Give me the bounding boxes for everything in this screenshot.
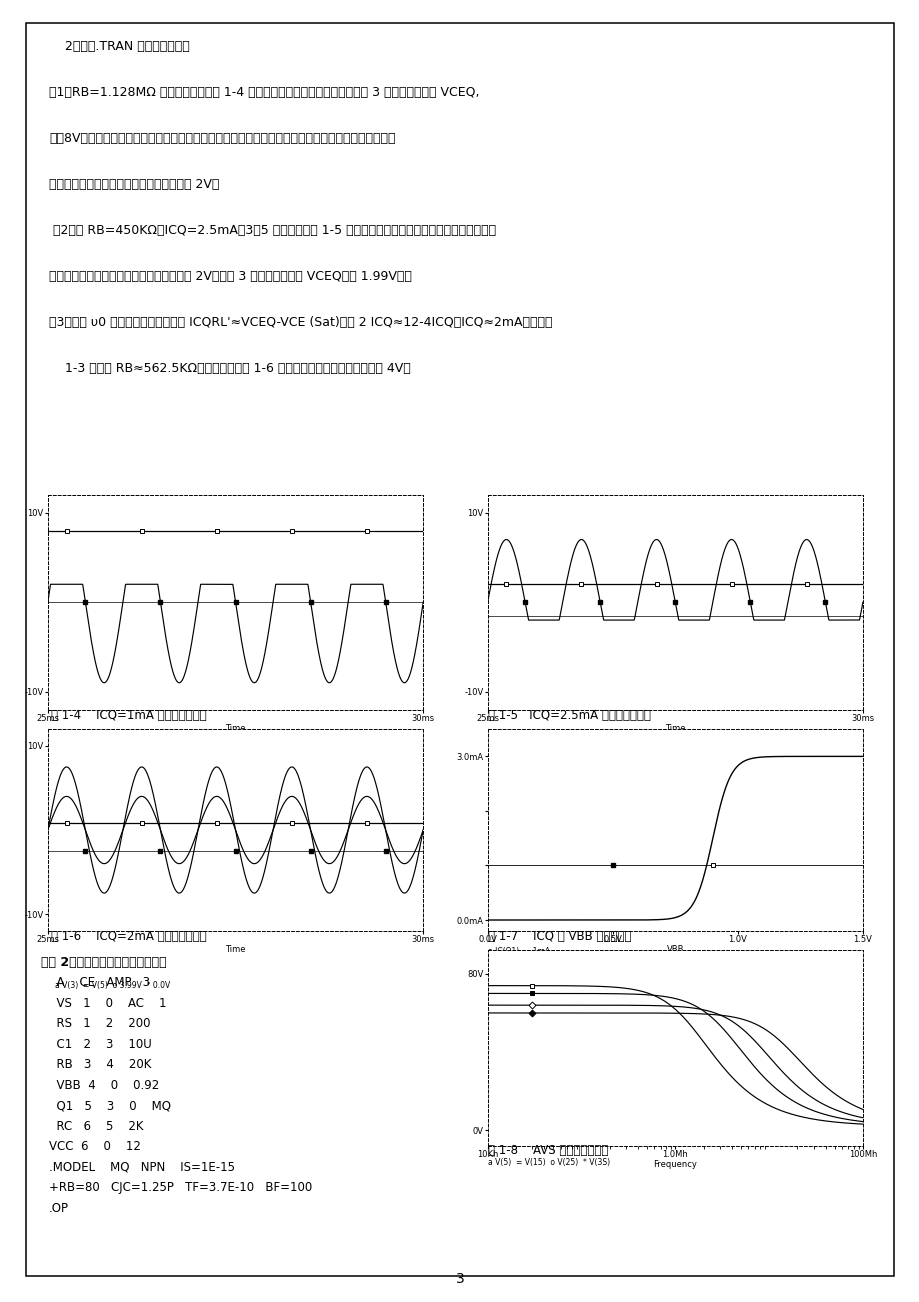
- X-axis label: Time: Time: [225, 945, 245, 954]
- Text: 即为截止失真，可测出其动态范围峰值约为 2V。: 即为截止失真，可测出其动态范围峰值约为 2V。: [50, 178, 220, 191]
- Text: a V(3)  = V(5)  o 3.99V  * 0.0V: a V(3) = V(5) o 3.99V * 0.0V: [55, 982, 170, 991]
- Text: 》例 2「参考的输入网单文件如下：: 》例 2「参考的输入网单文件如下：: [40, 956, 166, 969]
- Text: 图 1-5   ICQ=2.5mA 的输出电压波形: 图 1-5 ICQ=2.5mA 的输出电压波形: [487, 708, 650, 721]
- Text: +RB=80   CJC=1.25P   TF=3.7E-10   BF=100: +RB=80 CJC=1.25P TF=3.7E-10 BF=100: [49, 1181, 312, 1194]
- Text: RC   6    5    2K: RC 6 5 2K: [49, 1120, 143, 1133]
- Text: （1）RB=1.128MΩ 节点电压波形如图 1-4 所示。图中上面的一条水平直线代表 3 节点的直流电压 VCEQ,: （1）RB=1.128MΩ 节点电压波形如图 1-4 所示。图中上面的一条水平直…: [50, 86, 480, 99]
- Text: Q1   5    3    0    MQ: Q1 5 3 0 MQ: [49, 1099, 171, 1112]
- Text: a V(5)  = V(15)  o V(25)  * V(3S): a V(5) = V(15) o V(25) * V(3S): [487, 1159, 609, 1168]
- Text: 图 1-8    AVS 的幅频特性曲线: 图 1-8 AVS 的幅频特性曲线: [487, 1143, 607, 1156]
- Text: （3）为使 υ0 的动态范围最大，应使 ICQRL'≈VCEQ-VCE (Sat)，即 2 ICQ≈12-4ICQ（ICQ≈2mA）。由图: （3）为使 υ0 的动态范围最大，应使 ICQRL'≈VCEQ-VCE (Sat…: [50, 315, 552, 328]
- Text: VBB  4    0    0.92: VBB 4 0 0.92: [49, 1079, 159, 1092]
- Text: 3: 3: [455, 1272, 464, 1286]
- Text: A    CE   AMP   3: A CE AMP 3: [49, 976, 150, 990]
- Text: a V(3)  = V(5)  o 1.99V  * 0.0V: a V(3) = V(5) o 1.99V * 0.0V: [505, 763, 621, 772]
- Text: C1   2    3    10U: C1 2 3 10U: [49, 1038, 152, 1051]
- Text: 2、运行.TRAN 语句，可获得：: 2、运行.TRAN 语句，可获得：: [50, 40, 190, 53]
- Text: 即为饱和失真，可测出其动态范围峰值约为 2V（此时 3 节点的直流电压 VCEQ约为 1.99V）。: 即为饱和失真，可测出其动态范围峰值约为 2V（此时 3 节点的直流电压 VCEQ…: [50, 270, 412, 283]
- Text: （2）当 RB=450KΩ，ICQ=2.5mA，3，5 节点波形如图 1-5 所示。可见，输出电压波形出现负半周限幅，: （2）当 RB=450KΩ，ICQ=2.5mA，3，5 节点波形如图 1-5 所…: [50, 224, 496, 237]
- X-axis label: Time: Time: [225, 724, 245, 733]
- Text: RB   3    4    20K: RB 3 4 20K: [49, 1059, 152, 1072]
- X-axis label: Time: Time: [664, 724, 685, 733]
- X-axis label: Frequency: Frequency: [652, 1160, 697, 1169]
- Text: 约为8V（从输出文件中可得到晶体管的静态工作点）。由图可以看出，输出电压波形出现正半周限幅，: 约为8V（从输出文件中可得到晶体管的静态工作点）。由图可以看出，输出电压波形出现…: [50, 132, 395, 145]
- Text: VS   1    0    AC    1: VS 1 0 AC 1: [49, 997, 166, 1010]
- Text: 1-3 可测出 RB≈562.5KΩ。输出波形如图 1-6 所示，可见，动态范围峰值近于 4V。: 1-3 可测出 RB≈562.5KΩ。输出波形如图 1-6 所示，可见，动态范围…: [50, 362, 411, 375]
- Text: .MODEL    MQ   NPN    IS=1E-15: .MODEL MQ NPN IS=1E-15: [49, 1161, 235, 1174]
- Text: VCC  6    0    12: VCC 6 0 12: [49, 1141, 141, 1154]
- Text: a IC(Q1)  = 1mA: a IC(Q1) = 1mA: [487, 947, 550, 956]
- X-axis label: VBB: VBB: [665, 945, 684, 954]
- Text: 图 1-4    ICQ=1mA 的输出电压波形: 图 1-4 ICQ=1mA 的输出电压波形: [51, 708, 206, 721]
- Text: 图 1-6    ICQ=2mA 的输出电压波形: 图 1-6 ICQ=2mA 的输出电压波形: [51, 930, 206, 943]
- Text: .OP: .OP: [49, 1202, 69, 1215]
- Text: RS   1    2    200: RS 1 2 200: [49, 1017, 151, 1030]
- Text: a V(3)  = V(5)  o 8.0V  * 0.0V: a V(3) = V(5) o 8.0V * 0.0V: [66, 763, 176, 772]
- Text: 图 1-7    ICQ 与 VBB 的关系曲线: 图 1-7 ICQ 与 VBB 的关系曲线: [487, 930, 630, 943]
